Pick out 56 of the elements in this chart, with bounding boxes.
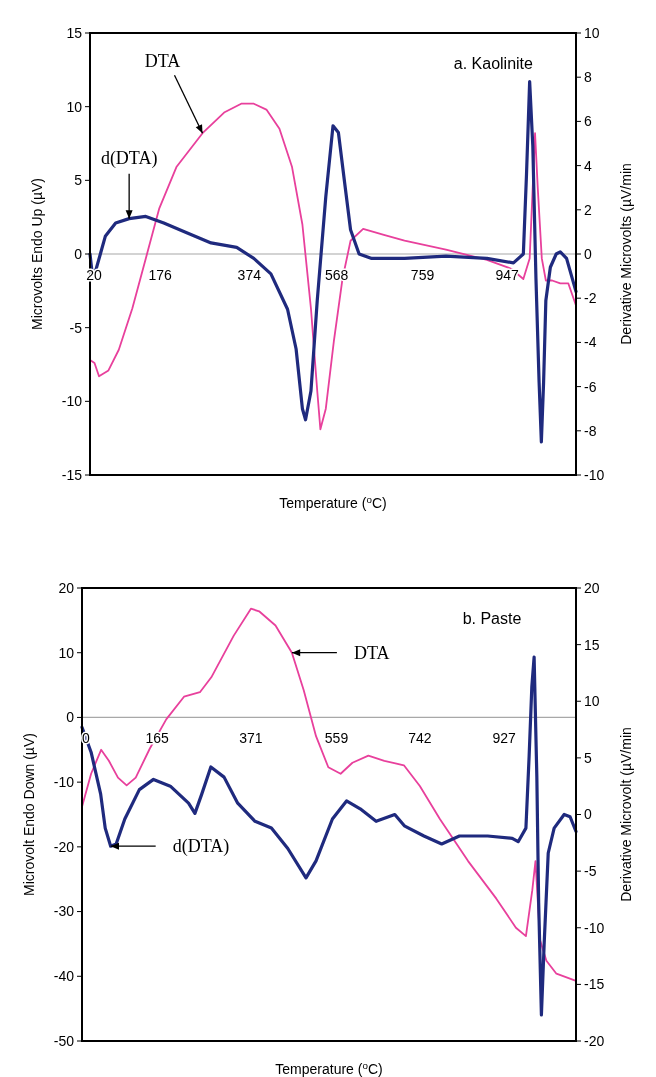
x-tick-label: 947: [495, 267, 520, 283]
y-tick-label: -40: [53, 968, 75, 985]
y2-tick-label: 8: [584, 69, 592, 86]
y2-tick-label: -20: [584, 1032, 605, 1049]
y-tick-label: 0: [66, 709, 75, 726]
x-axis-title: Temperature ($^{o}$C): [275, 1059, 383, 1077]
y-tick-label: -15: [61, 466, 83, 483]
x-axis-title: Temperature ($^{o}$C): [279, 493, 387, 511]
annotation: d(DTA): [172, 836, 230, 858]
text: a. Kaolinite: [453, 55, 534, 72]
y2-tick-label: -8: [584, 422, 597, 439]
y-tick-label: 15: [66, 24, 83, 41]
y-tick-label: 20: [58, 579, 75, 596]
y2-tick-label: 15: [584, 636, 600, 653]
y-tick-label: 0: [74, 245, 83, 262]
y-axis-title: Microvolts Endo Up (µV): [29, 178, 45, 330]
y-tick-label: -30: [53, 903, 75, 920]
y-tick-label: -50: [53, 1032, 75, 1049]
y2-tick-label: 20: [584, 579, 600, 596]
line-series: [81, 607, 577, 982]
y2-tick-label: -5: [584, 863, 597, 880]
y2-tick-label: -10: [584, 466, 605, 483]
y2-tick-label: 10: [584, 693, 600, 710]
annotation: DTA: [144, 51, 181, 72]
x-tick-label: 742: [408, 730, 432, 747]
y-axis-title: Microvolt Endo Down (µV): [21, 733, 37, 896]
y2-tick-label: -10: [584, 919, 605, 936]
annotation: d(DTA): [100, 147, 158, 169]
annotation: DTA: [353, 642, 390, 663]
y2-tick-label: 6: [584, 113, 592, 130]
x-tick-label: 559: [324, 730, 349, 747]
y2-tick-label: 2: [584, 201, 592, 218]
y2-tick-label: -4: [584, 334, 597, 351]
y-tick-label: -10: [53, 774, 75, 791]
y2-tick-label: 0: [584, 806, 592, 823]
y-tick-label: -10: [61, 393, 83, 410]
y2-axis-title: Derivative Microvolt (µV/min: [618, 727, 634, 902]
y2-tick-label: 0: [584, 245, 592, 262]
y2-tick-label: 10: [584, 24, 600, 41]
y2-tick-label: 4: [584, 157, 592, 174]
y-tick-label: -20: [53, 838, 75, 855]
y2-tick-label: 5: [584, 749, 592, 766]
x-tick-label: 176: [148, 267, 173, 283]
y-tick-label: 5: [74, 172, 83, 189]
x-tick-label: 927: [492, 730, 516, 747]
x-tick-label: 759: [410, 267, 435, 283]
y2-tick-label: -6: [584, 378, 597, 395]
text: b. Paste: [462, 610, 522, 627]
y-tick-label: -5: [69, 319, 83, 336]
y2-tick-label: -2: [584, 290, 597, 307]
y-tick-label: 10: [66, 98, 83, 115]
y-tick-label: 10: [58, 644, 75, 661]
x-tick-label: 374: [237, 267, 262, 283]
y2-tick-label: -15: [584, 976, 605, 993]
x-tick-label: 371: [239, 730, 263, 747]
y2-axis-title: Derivative Microvolts (µV/min: [618, 163, 634, 345]
